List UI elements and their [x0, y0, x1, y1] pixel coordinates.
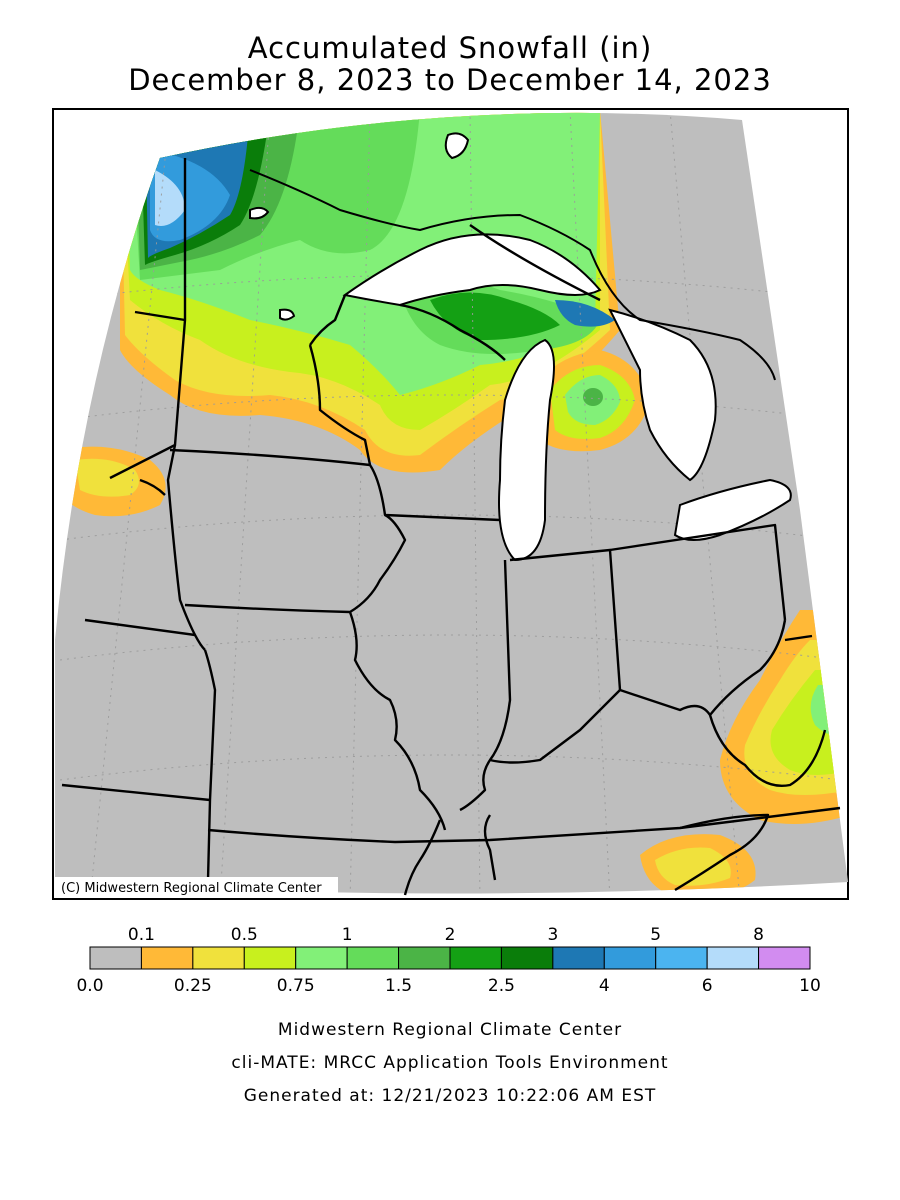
footer-tool: cli-MATE: MRCC Application Tools Environ… — [231, 1053, 669, 1073]
great-lakes — [249, 132, 792, 562]
legend-swatch — [346, 946, 400, 970]
legend-swatch — [449, 946, 502, 970]
state-boundaries — [61, 158, 841, 896]
copyright-text: (C) Midwestern Regional Climate Center — [61, 881, 322, 896]
legend-swatch — [192, 946, 245, 970]
legend-lower-label: 0.0 — [76, 976, 103, 996]
legend-upper-label: 2 — [445, 925, 456, 945]
legend-upper-label: 0.5 — [231, 925, 258, 945]
legend-upper-label: 8 — [753, 925, 764, 945]
legend-swatch — [398, 946, 451, 970]
legend-upper-label: 0.1 — [128, 925, 155, 945]
map-subtitle: December 8, 2023 to December 14, 2023 — [128, 63, 772, 97]
legend-swatch — [243, 946, 297, 970]
legend-upper-label: 5 — [650, 925, 661, 945]
legend-swatch — [89, 946, 142, 970]
legend-swatch — [552, 946, 605, 970]
legend-swatch — [500, 946, 554, 970]
legend-lower-label: 0.25 — [174, 976, 212, 996]
map-title: Accumulated Snowfall (in) — [247, 31, 653, 65]
legend-swatch — [758, 946, 811, 970]
legend-swatch — [706, 946, 760, 970]
legend-lower-label: 4 — [599, 976, 610, 996]
legend-lower-label: 10 — [799, 976, 821, 996]
legend-lower-label: 2.5 — [488, 976, 515, 996]
legend-swatch — [655, 946, 708, 970]
legend-swatch — [295, 946, 348, 970]
copyright-box — [55, 877, 338, 896]
legend-lower-label: 6 — [702, 976, 713, 996]
color-legend: 0.1 0.5 1 2 3 5 8 0.0 0.25 0.75 1.5 2.5 4 6 10 — [76, 925, 820, 996]
legend-lower-label: 1.5 — [385, 976, 412, 996]
legend-lower-label: 0.75 — [277, 976, 315, 996]
legend-swatch — [140, 946, 194, 970]
footer-generated: Generated at: 12/21/2023 10:22:06 AM EST — [243, 1086, 657, 1106]
legend-swatch — [603, 946, 657, 970]
footer-org: Midwestern Regional Climate Center — [277, 1020, 623, 1040]
legend-upper-label: 1 — [342, 925, 353, 945]
legend-upper-label: 3 — [547, 925, 558, 945]
